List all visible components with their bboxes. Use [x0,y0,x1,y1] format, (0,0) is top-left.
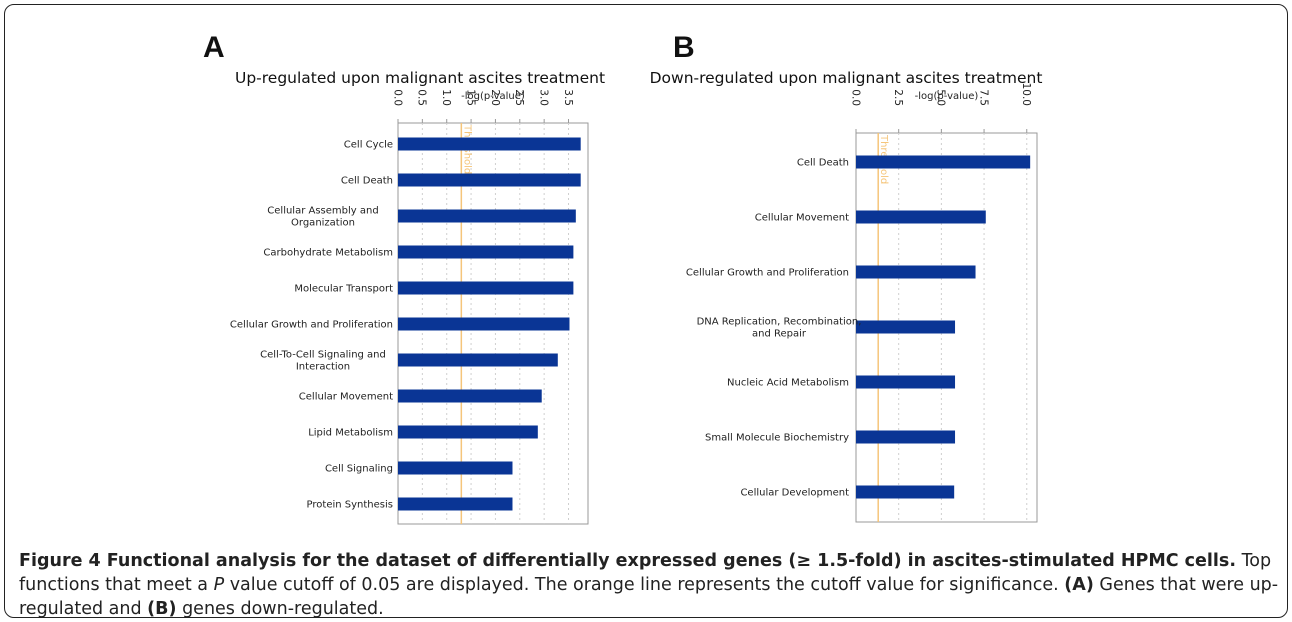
bar [398,209,576,223]
tick-label: 5.0 [935,89,947,106]
tick-label: 1.5 [464,89,476,106]
category-label: Cellular Development [740,488,849,499]
bar [856,265,976,279]
chart-b: B Down-regulated upon malignant ascites t… [650,31,1043,523]
caption-text-2: value cutoff of 0.05 are displayed. The … [224,575,1065,595]
bar [856,485,955,499]
category-label: and Repair [752,329,807,340]
caption-b-ref: (B) [147,599,177,618]
category-label: Lipid Metabolism [308,428,393,439]
tick-label: 2.5 [513,89,525,106]
bar [856,430,956,444]
tick-label: 0.0 [849,89,861,106]
caption-text-1: Top functions that meet a [19,551,1272,595]
category-label: Protein Synthesis [307,500,393,511]
bar [398,461,513,475]
category-label: Cellular Movement [299,392,393,403]
category-label: DNA Replication, Recombination, [697,317,862,328]
tick-label: 1.0 [440,89,452,106]
tick-label: 0.0 [391,89,403,106]
caption-a-ref: (A) [1064,575,1094,595]
caption-text-4: genes down-regulated. [176,599,384,618]
tick-label: 10.0 [1020,83,1032,106]
caption-title: Functional analysis for the dataset of d… [100,551,1236,571]
bar [398,137,581,151]
panel-letter: B [673,31,695,64]
chart-title: Up-regulated upon malignant ascites trea… [235,69,605,87]
figure-svg: A Up-regulated upon malignant ascites tre… [203,31,1043,525]
category-label: Cell Death [797,158,849,169]
category-label: Cell Signaling [325,464,393,475]
category-label: Cell-To-Cell Signaling and [260,350,386,361]
tick-label: 3.0 [537,89,549,106]
bar [398,245,574,259]
figure-frame: A Up-regulated upon malignant ascites tre… [4,4,1288,618]
category-label: Molecular Transport [294,284,393,295]
x-axis-label: -log(p-value) [915,91,979,102]
category-label: Interaction [296,362,350,373]
bar [856,155,1031,169]
tick-label: 2.5 [892,89,904,106]
caption-p-italic: P [213,575,225,595]
category-label: Cellular Growth and Proliferation [230,320,393,331]
bar [398,425,538,439]
tick-label: 0.5 [416,89,428,106]
bar [856,320,956,334]
category-label: Carbohydrate Metabolism [263,248,393,259]
caption-text-3: Genes that were up-regulated and [19,575,1279,618]
category-label: Cellular Movement [755,213,849,224]
x-axis-label: -log(p-value) [461,91,525,102]
category-label: Cellular Growth and Proliferation [686,268,849,279]
chart-a: A Up-regulated upon malignant ascites tre… [203,31,605,525]
category-label: Cellular Assembly and [267,206,378,217]
caption-label: Figure 4 [19,551,101,571]
tick-label: 7.5 [977,89,989,106]
bar [398,389,542,403]
bar [398,281,574,295]
bar [398,353,558,367]
bar [398,317,570,331]
tick-label: 2.0 [489,89,501,106]
category-label: Small Molecule Biochemistry [705,433,849,444]
category-label: Cell Cycle [344,140,393,151]
panel-letter: A [203,31,225,64]
bar [398,497,513,511]
bar [856,375,956,389]
tick-label: 3.5 [562,89,574,106]
chart-title: Down-regulated upon malignant ascites tr… [650,69,1043,87]
bar [856,210,986,224]
figure-caption: Figure 4 Functional analysis for the dat… [19,549,1281,618]
bar [398,173,581,187]
category-label: Cell Death [341,176,393,187]
category-label: Nucleic Acid Metabolism [727,378,849,389]
category-label: Organization [291,218,355,229]
